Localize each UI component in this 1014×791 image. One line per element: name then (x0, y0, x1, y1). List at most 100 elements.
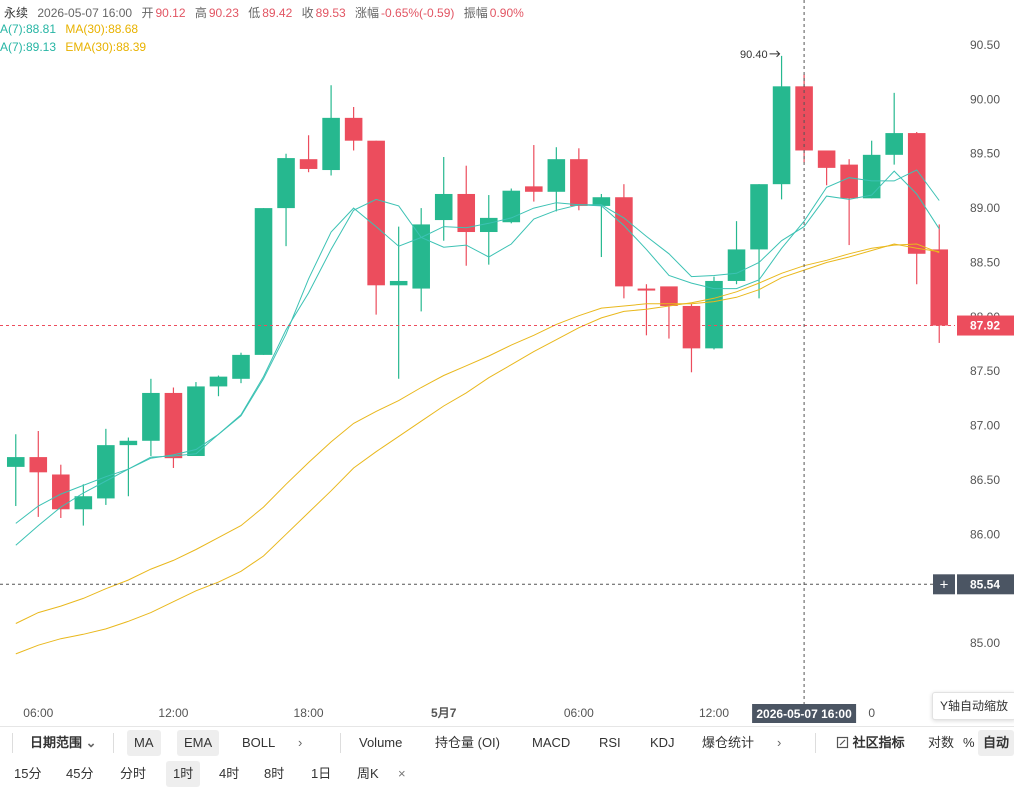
volume-indicator-button[interactable]: Volume (359, 735, 403, 750)
candle (52, 464, 70, 518)
symbol-label: 永续 (4, 6, 29, 20)
kdj-indicator-button[interactable]: KDJ (650, 735, 675, 750)
ma7-line (15, 169, 940, 524)
toolbar-divider (113, 733, 114, 753)
candle (74, 484, 93, 526)
interval-3-button[interactable]: 分时 (120, 766, 147, 781)
liquidation-stats-button[interactable]: 爆仓统计 (702, 735, 755, 750)
candle (479, 195, 498, 265)
chevron-down-icon: ⌄ (85, 735, 97, 750)
candle-body (862, 154, 881, 199)
candle (344, 106, 363, 151)
macd-indicator-button[interactable]: MACD (532, 735, 571, 750)
candle-body (209, 376, 228, 387)
candle (142, 378, 160, 457)
candle-body (322, 117, 340, 171)
candle-body (52, 474, 70, 510)
chevron-right-icon[interactable]: › (298, 735, 303, 750)
candle (772, 55, 791, 200)
interval-4-button[interactable]: 1时 (166, 761, 201, 787)
ema7-legend: A(7):89.13 (0, 40, 57, 54)
candle-body (840, 164, 858, 199)
candle (322, 85, 340, 176)
y-tick-label: 88.50 (970, 255, 1000, 269)
candle-body (389, 280, 408, 286)
candle-body (119, 440, 138, 446)
crosshair-time-tag (752, 704, 857, 723)
x-tick-label: 12:00 (158, 706, 188, 720)
x-tick-label: 0 (868, 706, 875, 720)
candle (547, 147, 566, 212)
y-tick-label: 90.00 (970, 92, 1000, 106)
candle (930, 224, 949, 343)
candle (6, 434, 25, 507)
close-label: 收 (301, 6, 314, 20)
date-range-label: 日期范围 (30, 735, 83, 750)
candle-body (547, 159, 566, 192)
ema30-legend: EMA(30):88.39 (65, 40, 147, 54)
candle-body (772, 86, 791, 185)
open-interest-button[interactable]: 持仓量 (OI) (435, 735, 500, 750)
candle (795, 74, 813, 163)
candle (412, 208, 430, 312)
toolbar-divider (340, 733, 341, 753)
candle (750, 184, 768, 299)
candle (840, 159, 858, 246)
change-value: -0.65%(-0.59) (381, 6, 455, 20)
ema-indicator-button[interactable]: EMA (177, 730, 220, 756)
candle (457, 165, 476, 266)
interval-5-button[interactable]: 4时 (219, 766, 240, 781)
interval-toolbar: 15分 45分 分时 1时 4时 8时 1日 周K × (0, 758, 1014, 791)
candle (389, 226, 408, 379)
candle (907, 131, 926, 285)
community-indicator-button[interactable]: 社区指标 (836, 730, 905, 756)
x-tick-label: 06:00 (23, 706, 53, 720)
candle-body (479, 217, 498, 233)
boll-indicator-button[interactable]: BOLL (242, 735, 276, 750)
percent-scale-button[interactable]: % (963, 735, 975, 750)
date-range-button[interactable]: 日期范围 ⌄ (30, 730, 97, 756)
candle-body (457, 193, 476, 233)
open-value: 90.12 (155, 6, 186, 20)
candle (277, 153, 295, 247)
ohlc-header: 永续 2026-05-07 16:00 开 90.12 高 90.23 低 89.42… (4, 4, 530, 21)
rsi-indicator-button[interactable]: RSI (599, 735, 621, 750)
y-tick-label: 85.00 (970, 636, 1000, 650)
candle (660, 286, 678, 339)
candle-body (164, 392, 183, 459)
candle-body (254, 208, 273, 355)
ema30-line (15, 243, 940, 624)
candle-body (570, 159, 588, 206)
ma-legend: A(7):88.81 MA(30):88.68 (0, 22, 144, 36)
high-value: 90.23 (208, 6, 239, 20)
candle (434, 157, 453, 241)
candlestick-chart[interactable]: 90.5090.0089.5089.0088.5088.0087.5087.00… (0, 0, 1014, 726)
chevron-right-icon[interactable]: › (777, 735, 782, 750)
high-label: 高 (194, 6, 207, 20)
crosshair-plus-button (933, 574, 955, 595)
interval-6-button[interactable]: 8时 (264, 766, 285, 781)
candle (97, 428, 115, 505)
interval-8-button[interactable]: 周K (357, 766, 379, 781)
candle-body (502, 190, 521, 223)
candle-body (277, 158, 295, 209)
auto-scale-button[interactable]: 自动 (978, 730, 1014, 756)
candle-body (817, 150, 836, 168)
close-icon[interactable]: × (398, 766, 406, 781)
y-axis-auto-zoom-tooltip: Y轴自动缩放 (932, 692, 1014, 720)
edit-icon (836, 736, 849, 749)
ma-indicator-button[interactable]: MA (127, 730, 161, 756)
ma7-legend: A(7):88.81 (0, 22, 57, 36)
candle (615, 184, 633, 299)
candle-body (682, 305, 701, 349)
interval-1-button[interactable]: 15分 (14, 766, 42, 781)
toolbar-divider (12, 733, 13, 753)
candle-body (299, 159, 318, 169)
interval-2-button[interactable]: 45分 (66, 766, 94, 781)
candle-body (750, 184, 768, 250)
log-scale-button[interactable]: 对数 (928, 735, 955, 750)
candle (817, 150, 836, 186)
interval-7-button[interactable]: 1日 (311, 766, 332, 781)
y-tick-label: 87.00 (970, 419, 1000, 433)
candle (570, 148, 588, 211)
